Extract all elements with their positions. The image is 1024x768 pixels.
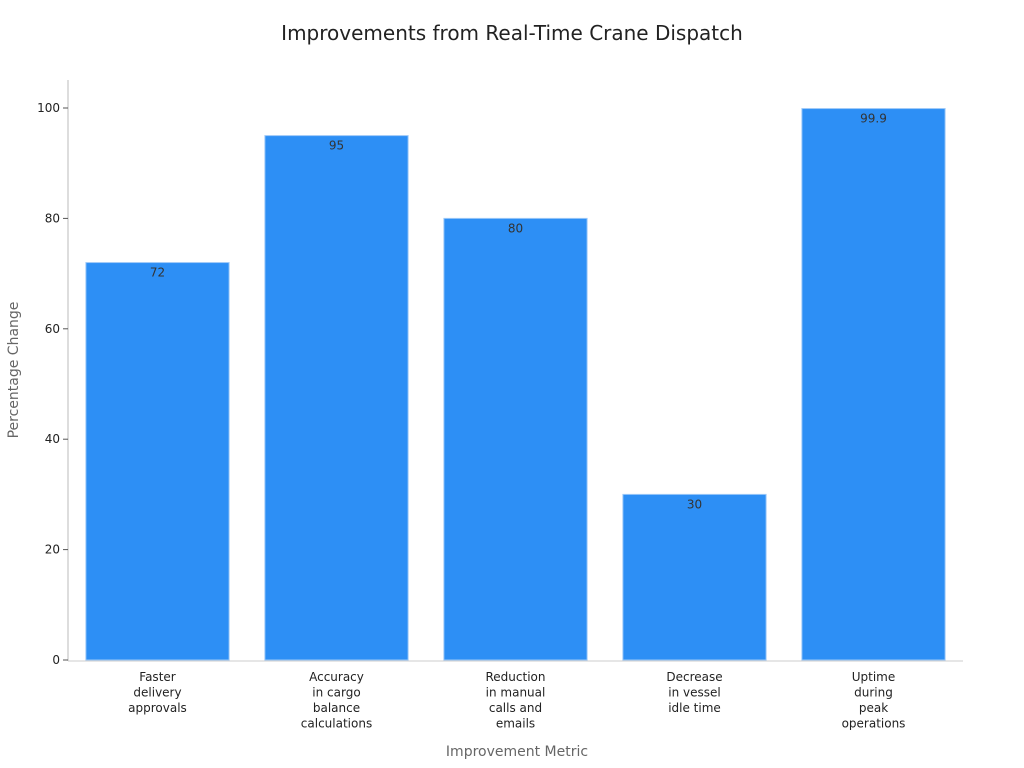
value-label: 30	[687, 497, 702, 511]
bar	[801, 108, 946, 661]
x-axis-label: Improvement Metric	[446, 744, 588, 760]
y-tick-label: 60	[45, 322, 60, 336]
chart-title: Improvements from Real-Time Crane Dispat…	[281, 21, 743, 45]
x-tick-label: Uptime during peak operations	[842, 670, 906, 731]
x-tick-label: Faster delivery approvals	[128, 670, 187, 715]
bar	[443, 217, 588, 661]
value-label: 99.9	[860, 112, 887, 126]
y-tick-label: 80	[45, 211, 60, 225]
x-tick-label: Accuracy in cargo balance calculations	[301, 670, 372, 731]
x-tick-label: Reduction in manual calls and emails	[486, 670, 546, 731]
bar	[622, 493, 767, 661]
y-tick-label: 0	[52, 653, 60, 667]
value-label: 72	[150, 266, 165, 280]
y-tick-label: 40	[45, 432, 60, 446]
value-label: 95	[329, 139, 344, 153]
y-tick-label: 100	[37, 101, 60, 115]
value-label: 80	[508, 221, 523, 235]
y-tick-label: 20	[45, 543, 60, 557]
bar	[264, 135, 409, 661]
y-axis-label: Percentage Change	[6, 302, 22, 439]
x-tick-label: Decrease in vessel idle time	[666, 670, 722, 715]
bar	[85, 262, 230, 661]
